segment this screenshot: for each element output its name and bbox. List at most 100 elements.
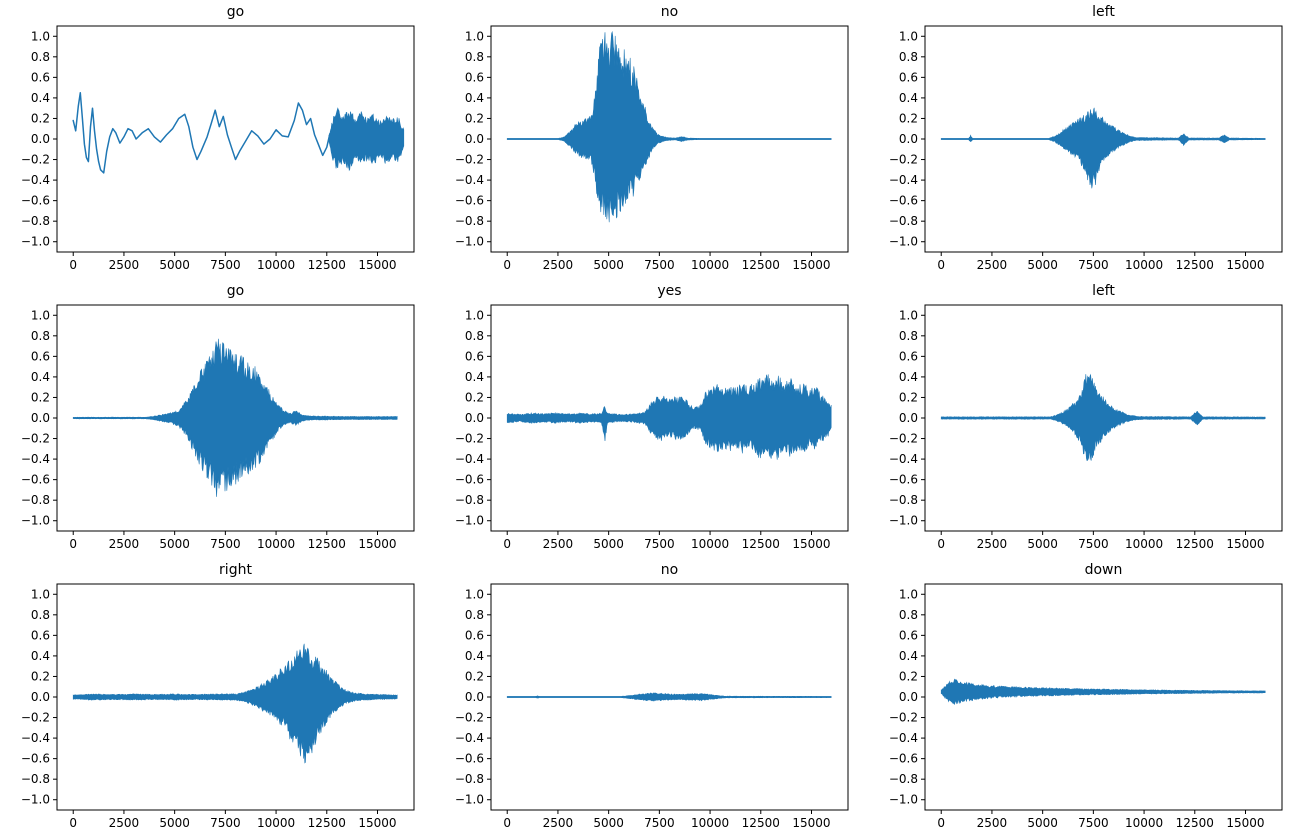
svg-text:0.8: 0.8	[899, 608, 918, 622]
waveform-canvas: 0 2500 5000 7500 10000 12500 15000 1.0 0.8 0.6 0.4…	[889, 583, 1283, 830]
svg-text:−0.2: −0.2	[455, 432, 484, 446]
svg-text:12500: 12500	[1176, 537, 1214, 551]
waveform-canvas: 0 2500 5000 7500 10000 12500 15000 1.0 0.8 0.6 0.4…	[455, 583, 849, 830]
svg-text:0: 0	[69, 258, 77, 272]
svg-text:12500: 12500	[1176, 258, 1214, 272]
subplot-title: left	[1092, 283, 1115, 299]
subplot-left-2: left 0 2500 5000 7500 10000 12500 15000 1.0 0.8 0…	[868, 279, 1303, 558]
svg-text:0.6: 0.6	[465, 349, 484, 363]
svg-text:12500: 12500	[1176, 816, 1214, 830]
svg-text:0: 0	[503, 816, 511, 830]
svg-text:10000: 10000	[257, 537, 295, 551]
subplot-left-1: left 0 2500 5000 7500 10000 12500 15000 1.0 0.8 0…	[868, 0, 1303, 279]
svg-text:0.6: 0.6	[899, 70, 918, 84]
svg-text:7500: 7500	[210, 258, 241, 272]
svg-text:−0.2: −0.2	[889, 711, 918, 725]
svg-text:0.8: 0.8	[899, 50, 918, 64]
subplot-title: down	[1084, 562, 1123, 578]
subplot-title: go	[226, 4, 245, 20]
svg-text:−0.4: −0.4	[455, 173, 484, 187]
svg-text:1.0: 1.0	[31, 29, 50, 43]
svg-text:−0.6: −0.6	[889, 473, 918, 487]
svg-text:−1.0: −1.0	[21, 235, 50, 249]
svg-text:1.0: 1.0	[899, 587, 918, 601]
svg-text:15000: 15000	[792, 816, 830, 830]
svg-text:−0.8: −0.8	[21, 493, 50, 507]
svg-text:0.4: 0.4	[465, 91, 484, 105]
svg-text:0.2: 0.2	[899, 669, 918, 683]
svg-text:2500: 2500	[977, 537, 1008, 551]
waveform-canvas: 0 2500 5000 7500 10000 12500 15000 1.0 0.8 0.6 0.4…	[455, 304, 849, 551]
svg-text:7500: 7500	[1078, 816, 1109, 830]
svg-text:0.0: 0.0	[465, 690, 484, 704]
svg-text:0.6: 0.6	[465, 628, 484, 642]
subplot-down-1: down 0 2500 5000 7500 10000 12500 15000 1.0 0.8 0…	[868, 558, 1303, 836]
svg-text:−0.2: −0.2	[455, 153, 484, 167]
svg-text:−0.8: −0.8	[889, 214, 918, 228]
svg-text:−1.0: −1.0	[889, 514, 918, 528]
svg-text:0: 0	[937, 537, 945, 551]
svg-text:−0.8: −0.8	[455, 214, 484, 228]
svg-text:0.6: 0.6	[465, 70, 484, 84]
svg-text:−0.8: −0.8	[889, 772, 918, 786]
svg-text:0.4: 0.4	[899, 649, 918, 663]
svg-text:5000: 5000	[1027, 537, 1058, 551]
svg-text:2500: 2500	[109, 537, 140, 551]
svg-text:7500: 7500	[1078, 537, 1109, 551]
svg-text:15000: 15000	[358, 816, 396, 830]
svg-text:2500: 2500	[543, 258, 574, 272]
svg-text:−0.2: −0.2	[889, 153, 918, 167]
svg-text:0.0: 0.0	[465, 411, 484, 425]
svg-text:0.0: 0.0	[31, 411, 50, 425]
svg-text:1.0: 1.0	[31, 587, 50, 601]
svg-text:0.4: 0.4	[465, 649, 484, 663]
svg-text:15000: 15000	[358, 537, 396, 551]
svg-text:0: 0	[937, 258, 945, 272]
svg-text:−0.6: −0.6	[455, 752, 484, 766]
svg-text:0.0: 0.0	[899, 411, 918, 425]
waveform-canvas: 0 2500 5000 7500 10000 12500 15000 1.0 0.8 0.6 0.4…	[889, 25, 1283, 272]
svg-text:0.8: 0.8	[465, 50, 484, 64]
svg-text:15000: 15000	[1226, 816, 1264, 830]
svg-text:−1.0: −1.0	[455, 514, 484, 528]
svg-text:−1.0: −1.0	[455, 235, 484, 249]
svg-text:10000: 10000	[257, 816, 295, 830]
subplot-title: no	[660, 4, 679, 20]
svg-text:−0.4: −0.4	[21, 452, 50, 466]
svg-text:0.8: 0.8	[31, 608, 50, 622]
svg-text:0: 0	[69, 816, 77, 830]
svg-text:0.0: 0.0	[899, 132, 918, 146]
svg-text:7500: 7500	[644, 258, 675, 272]
svg-text:−0.8: −0.8	[455, 493, 484, 507]
svg-text:−0.4: −0.4	[889, 452, 918, 466]
svg-text:5000: 5000	[593, 258, 624, 272]
subplot-title: left	[1092, 4, 1115, 20]
svg-text:0.2: 0.2	[31, 669, 50, 683]
svg-text:−0.2: −0.2	[21, 432, 50, 446]
svg-text:1.0: 1.0	[899, 308, 918, 322]
svg-text:0.6: 0.6	[31, 628, 50, 642]
svg-text:1.0: 1.0	[31, 308, 50, 322]
svg-text:7500: 7500	[644, 816, 675, 830]
svg-text:0.4: 0.4	[31, 370, 50, 384]
svg-text:0.8: 0.8	[899, 329, 918, 343]
svg-text:15000: 15000	[358, 258, 396, 272]
svg-text:12500: 12500	[308, 816, 346, 830]
svg-text:−0.6: −0.6	[455, 473, 484, 487]
svg-text:12500: 12500	[742, 816, 780, 830]
svg-text:−1.0: −1.0	[455, 793, 484, 807]
svg-text:10000: 10000	[691, 537, 729, 551]
svg-text:2500: 2500	[543, 816, 574, 830]
svg-text:5000: 5000	[593, 537, 624, 551]
svg-text:−0.6: −0.6	[21, 473, 50, 487]
svg-text:−0.2: −0.2	[889, 432, 918, 446]
svg-text:−0.6: −0.6	[21, 194, 50, 208]
svg-text:−0.4: −0.4	[455, 452, 484, 466]
svg-text:−1.0: −1.0	[21, 793, 50, 807]
svg-text:12500: 12500	[308, 258, 346, 272]
svg-text:−1.0: −1.0	[21, 514, 50, 528]
svg-text:−0.6: −0.6	[889, 752, 918, 766]
svg-text:5000: 5000	[159, 537, 190, 551]
svg-text:7500: 7500	[210, 537, 241, 551]
waveform-canvas: 0 2500 5000 7500 10000 12500 15000 1.0 0.8 0.6 0.4…	[21, 304, 415, 551]
